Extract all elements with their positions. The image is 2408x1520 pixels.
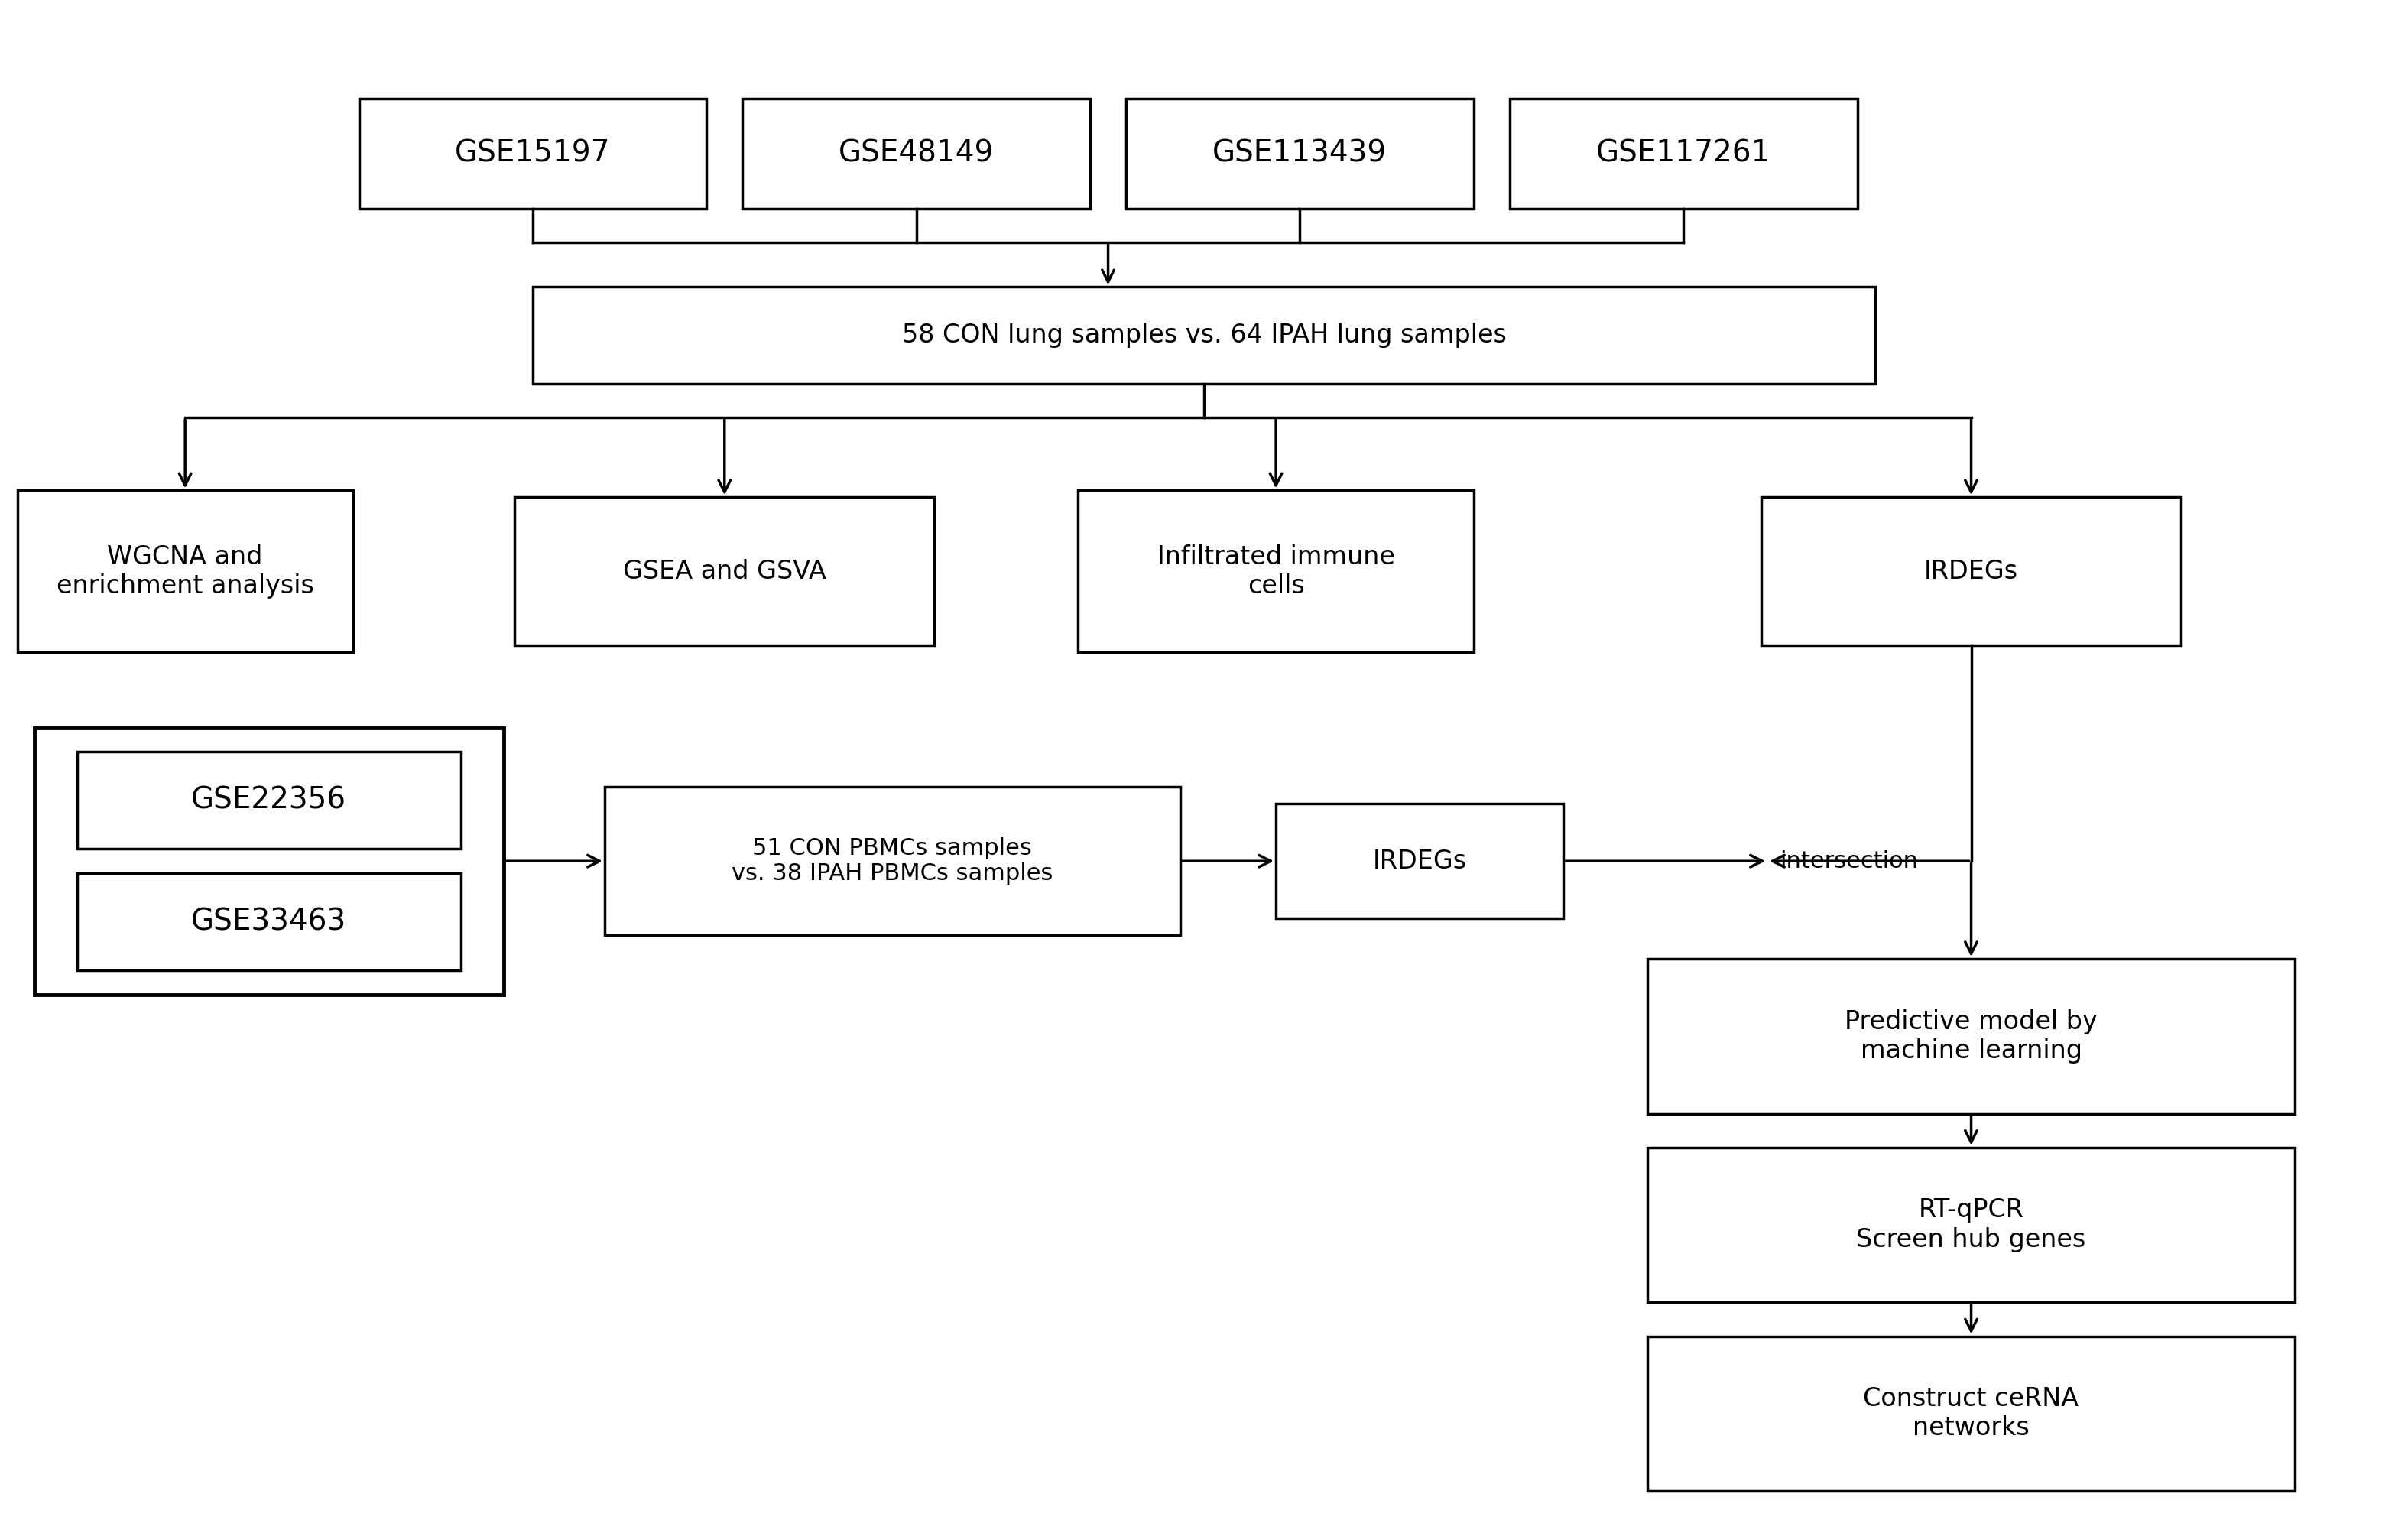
Text: GSE117261: GSE117261: [1597, 138, 1770, 169]
FancyBboxPatch shape: [17, 491, 354, 652]
Text: GSE48149: GSE48149: [838, 138, 995, 169]
FancyBboxPatch shape: [604, 787, 1180, 935]
Text: GSE113439: GSE113439: [1214, 138, 1387, 169]
FancyBboxPatch shape: [1647, 1336, 2295, 1491]
Text: intersection: intersection: [1780, 850, 1917, 872]
FancyBboxPatch shape: [1760, 497, 2182, 646]
Text: Infiltrated immune
cells: Infiltrated immune cells: [1158, 544, 1394, 599]
FancyBboxPatch shape: [359, 99, 706, 208]
Text: GSE22356: GSE22356: [190, 786, 347, 815]
FancyBboxPatch shape: [77, 752, 460, 850]
Text: WGCNA and
enrichment analysis: WGCNA and enrichment analysis: [55, 544, 313, 599]
Text: Construct ceRNA
networks: Construct ceRNA networks: [1864, 1386, 2078, 1441]
FancyBboxPatch shape: [532, 287, 1876, 385]
FancyBboxPatch shape: [1127, 99, 1474, 208]
Text: 51 CON PBMCs samples
vs. 38 IPAH PBMCs samples: 51 CON PBMCs samples vs. 38 IPAH PBMCs s…: [732, 838, 1052, 885]
Text: GSE33463: GSE33463: [190, 907, 347, 936]
FancyBboxPatch shape: [77, 872, 460, 970]
FancyBboxPatch shape: [742, 99, 1091, 208]
Text: Predictive model by
machine learning: Predictive model by machine learning: [1845, 1009, 2097, 1064]
Text: IRDEGs: IRDEGs: [1373, 848, 1466, 874]
Text: RT-qPCR
Screen hub genes: RT-qPCR Screen hub genes: [1857, 1198, 2085, 1252]
FancyBboxPatch shape: [1647, 1148, 2295, 1303]
Text: GSE15197: GSE15197: [455, 138, 612, 169]
FancyBboxPatch shape: [1647, 959, 2295, 1114]
FancyBboxPatch shape: [1276, 804, 1563, 918]
Text: 58 CON lung samples vs. 64 IPAH lung samples: 58 CON lung samples vs. 64 IPAH lung sam…: [901, 322, 1507, 348]
Text: GSEA and GSVA: GSEA and GSVA: [624, 559, 826, 584]
FancyBboxPatch shape: [515, 497, 934, 646]
FancyBboxPatch shape: [1510, 99, 1857, 208]
Text: IRDEGs: IRDEGs: [1924, 559, 2018, 584]
FancyBboxPatch shape: [1079, 491, 1474, 652]
